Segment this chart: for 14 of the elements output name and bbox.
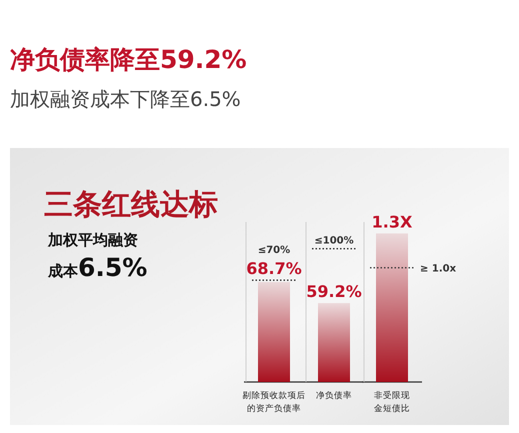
x-tick-label: 非受限现金短债比 bbox=[374, 390, 410, 414]
data-label: 59.2% bbox=[306, 282, 362, 302]
x-tick-label: 净负债率 bbox=[316, 390, 352, 401]
ref-line-label: ≥ 1.0x bbox=[420, 264, 457, 275]
x-tick-label: 剔除预收款项后的资产负债率 bbox=[242, 390, 306, 414]
chart-title: 净负债率降至59.2% bbox=[10, 45, 247, 74]
text: 三条红线达标 bbox=[44, 187, 218, 221]
data-label: 1.3X bbox=[372, 212, 413, 232]
text: 加权平均融资 bbox=[47, 231, 138, 249]
ref-line-label: ≤70% bbox=[258, 245, 290, 256]
data-label: 68.7% bbox=[246, 259, 302, 278]
ref-line-label: ≤100% bbox=[314, 236, 354, 247]
chart-subtitle: 加权融资成本下降至6.5% bbox=[10, 87, 241, 111]
text: 成本6.5% bbox=[47, 253, 148, 282]
